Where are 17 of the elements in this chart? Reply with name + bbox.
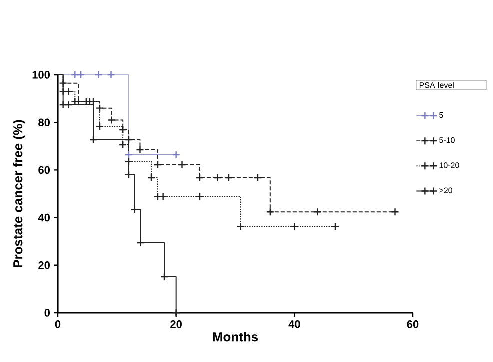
legend-label: 5 <box>440 112 444 118</box>
x-tick-label: 0 <box>55 320 61 328</box>
legend-label: 10-20 <box>440 162 460 168</box>
y-tick-label: 60 <box>38 166 50 174</box>
y-tick-label: 0 <box>44 309 50 317</box>
legend-title: PSA level <box>420 82 454 88</box>
x-tick-label: 20 <box>170 320 182 328</box>
x-tick-label: 60 <box>407 320 419 328</box>
legend-label: >20 <box>440 188 452 194</box>
x-axis-title: Months <box>213 332 258 342</box>
y-tick-label: 80 <box>38 118 50 126</box>
y-axis-title: Prostate cancer free (%) <box>13 120 26 268</box>
legend-label: 5-10 <box>440 138 455 144</box>
y-tick-label: 100 <box>32 71 50 79</box>
y-tick-label: 40 <box>38 214 50 222</box>
y-tick-label: 20 <box>38 262 50 270</box>
x-tick-label: 40 <box>288 320 300 328</box>
